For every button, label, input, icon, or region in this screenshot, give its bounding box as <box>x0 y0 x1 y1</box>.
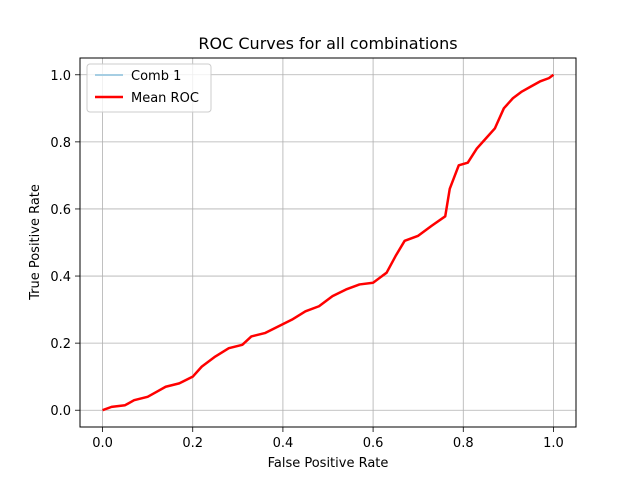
y-tick-label: 0.4 <box>50 270 71 285</box>
x-axis-ticks: 0.0 0.2 0.4 0.6 0.8 1.0 <box>92 427 564 451</box>
x-tick-label: 1.0 <box>543 436 564 451</box>
y-axis-label: True Positive Rate <box>28 184 43 301</box>
x-tick-label: 0.6 <box>363 436 384 451</box>
series-lines <box>102 73 555 412</box>
y-tick-label: 1.0 <box>50 69 71 84</box>
x-tick-label: 0.0 <box>92 436 113 451</box>
y-tick-label: 0.0 <box>50 404 71 419</box>
chart-title: ROC Curves for all combinations <box>198 34 457 53</box>
y-axis-ticks: 0.0 0.2 0.4 0.6 0.8 1.0 <box>50 69 80 419</box>
legend: Comb 1 Mean ROC <box>86 63 212 113</box>
plot-frame <box>79 57 577 428</box>
x-tick-label: 0.4 <box>273 436 294 451</box>
series-line-mean-roc <box>102 73 555 412</box>
x-axis-label: False Positive Rate <box>268 456 389 471</box>
x-tick-label: 0.8 <box>453 436 474 451</box>
y-tick-label: 0.2 <box>50 337 71 352</box>
legend-label-mean-roc: Mean ROC <box>131 91 199 106</box>
y-tick-label: 0.8 <box>50 136 71 151</box>
x-tick-label: 0.2 <box>182 436 203 451</box>
series-line-comb-1 <box>102 74 554 411</box>
y-tick-label: 0.6 <box>50 203 71 218</box>
legend-label-comb-1: Comb 1 <box>131 69 181 84</box>
